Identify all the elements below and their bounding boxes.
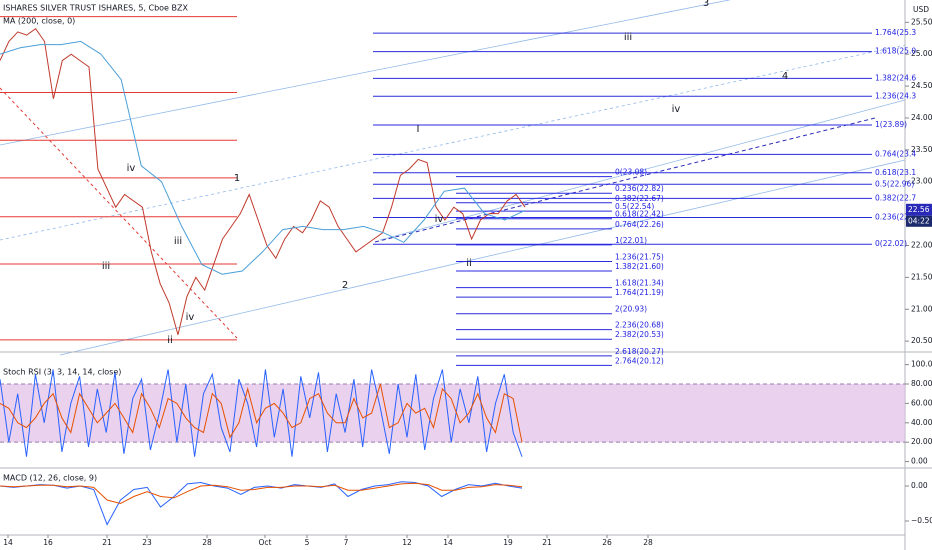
x-tick-label: 14 — [3, 538, 13, 547]
x-tick-label: 16 — [43, 538, 53, 547]
fib-label: 1.764(21.19) — [615, 288, 664, 297]
series-line — [0, 383, 523, 443]
wave-label: ii — [167, 335, 173, 346]
fib-label: 0.764(22.26) — [615, 220, 664, 229]
fib-label: 2.236(20.68) — [615, 321, 664, 330]
series-line — [0, 481, 523, 526]
fib-label: 1(22.01) — [615, 236, 647, 245]
series-line — [0, 27, 526, 335]
countdown-box — [906, 215, 932, 227]
y-tick-label: 21.50 — [911, 272, 932, 281]
x-tick-label: 28 — [643, 538, 653, 547]
countdown-label: 04:22 — [908, 216, 930, 225]
y-tick-label: 100.00 — [911, 360, 932, 369]
y-tick-label: 23.00 — [911, 177, 932, 186]
fib-label: 1.236(21.75) — [615, 252, 664, 261]
wave-label: iv — [186, 312, 195, 323]
y-tick-label: 20.00 — [911, 437, 932, 446]
fib-label: 2.618(20.27) — [615, 347, 664, 356]
y-tick-label: 40.00 — [911, 418, 932, 427]
fib-label: 2.764(20.12) — [615, 356, 664, 365]
x-tick-label: 12 — [402, 538, 412, 547]
channel-line — [0, 0, 732, 146]
indicator-title: MA (200, close, 0) — [3, 17, 75, 26]
wave-label: iv — [435, 214, 444, 225]
fib-label: 0.382(22.67) — [615, 194, 664, 203]
y-tick-label: 0.00 — [911, 457, 928, 466]
x-tick-label: 21 — [102, 538, 112, 547]
series-line — [0, 369, 523, 457]
y-tick-label: 60.00 — [911, 398, 932, 407]
fib-label: 1.618(21.34) — [615, 279, 664, 288]
fib-label: 0.382(22.7 — [875, 193, 916, 202]
currency-label: USD — [913, 5, 929, 14]
last-price-label: 22.56 — [908, 205, 930, 214]
fib-label: 0.236(22.4 — [875, 212, 916, 221]
wave-label: 3 — [703, 0, 709, 9]
indicator-title: MACD (12, 26, close, 9) — [3, 474, 97, 483]
wave-label: I — [417, 124, 420, 135]
x-tick-label: 7 — [344, 538, 349, 547]
y-tick-label: 0.00 — [911, 481, 928, 490]
y-tick-label: 25.00 — [911, 49, 932, 58]
x-tick-label: 28 — [202, 538, 212, 547]
fib-label: 1.764(25.3 — [875, 28, 916, 37]
chart-title: ISHARES SILVER TRUST ISHARES, 5, Cboe BZ… — [3, 4, 188, 13]
x-tick-label: Oct — [259, 538, 272, 547]
fib-label: 1.618(25.0 — [875, 47, 916, 56]
fib-label: 1(23.89) — [875, 120, 907, 129]
series-line — [0, 482, 523, 505]
wave-label: iii — [102, 261, 110, 272]
x-tick-label: 19 — [503, 538, 513, 547]
wave-label: ii — [466, 258, 472, 269]
wave-label: iv — [672, 104, 681, 115]
x-tick-label: 26 — [602, 538, 612, 547]
fib-label: 0(23.08) — [615, 168, 647, 177]
indicator-title: Stoch RSI (3, 3, 14, 14, close) — [3, 368, 121, 377]
wave-label: 1 — [234, 173, 240, 184]
y-tick-label: 25.50 — [911, 17, 932, 26]
series-line — [0, 40, 526, 275]
last-price-box — [906, 203, 932, 216]
fib-label: 0.618(22.42) — [615, 210, 664, 219]
y-tick-label: 24.50 — [911, 81, 932, 90]
fib-label: 2(20.93) — [615, 305, 647, 314]
fib-label: 0.236(22.82) — [615, 184, 664, 193]
y-tick-label: −0.50 — [911, 516, 932, 525]
y-tick-label: 24.00 — [911, 113, 932, 122]
wave-label: 4 — [782, 71, 788, 82]
x-tick-label: 5 — [305, 538, 310, 547]
fib-label: 0.764(23.4 — [875, 149, 916, 158]
y-tick-label: 22.00 — [911, 241, 932, 250]
fib-label: 0.5(22.54) — [615, 202, 654, 211]
channel-line — [0, 44, 906, 241]
fib-label: 1.382(24.6 — [875, 73, 916, 82]
fib-label: 0.5(22.96) — [875, 179, 914, 188]
channel-line — [379, 99, 906, 241]
wave-label: iii — [624, 32, 632, 43]
wave-label: iii — [174, 236, 182, 247]
y-tick-label: 20.50 — [911, 336, 932, 345]
x-tick-label: 23 — [142, 538, 152, 547]
wave-label: iv — [127, 163, 136, 174]
wave-label: 2 — [342, 280, 348, 291]
trend-line — [374, 117, 876, 243]
fib-label: 2.382(20.53) — [615, 330, 664, 339]
x-tick-label: 21 — [542, 538, 552, 547]
fib-label: 1.382(21.60) — [615, 262, 664, 271]
y-tick-label: 21.00 — [911, 304, 932, 313]
fib-label: 0.618(23.1 — [875, 168, 916, 177]
y-tick-label: 80.00 — [911, 379, 932, 388]
fib-label: 0(22.02) — [875, 239, 907, 248]
y-tick-label: 23.50 — [911, 145, 932, 154]
fib-label: 1.236(24.3 — [875, 91, 916, 100]
channel-line — [59, 159, 906, 356]
x-tick-label: 14 — [443, 538, 453, 547]
